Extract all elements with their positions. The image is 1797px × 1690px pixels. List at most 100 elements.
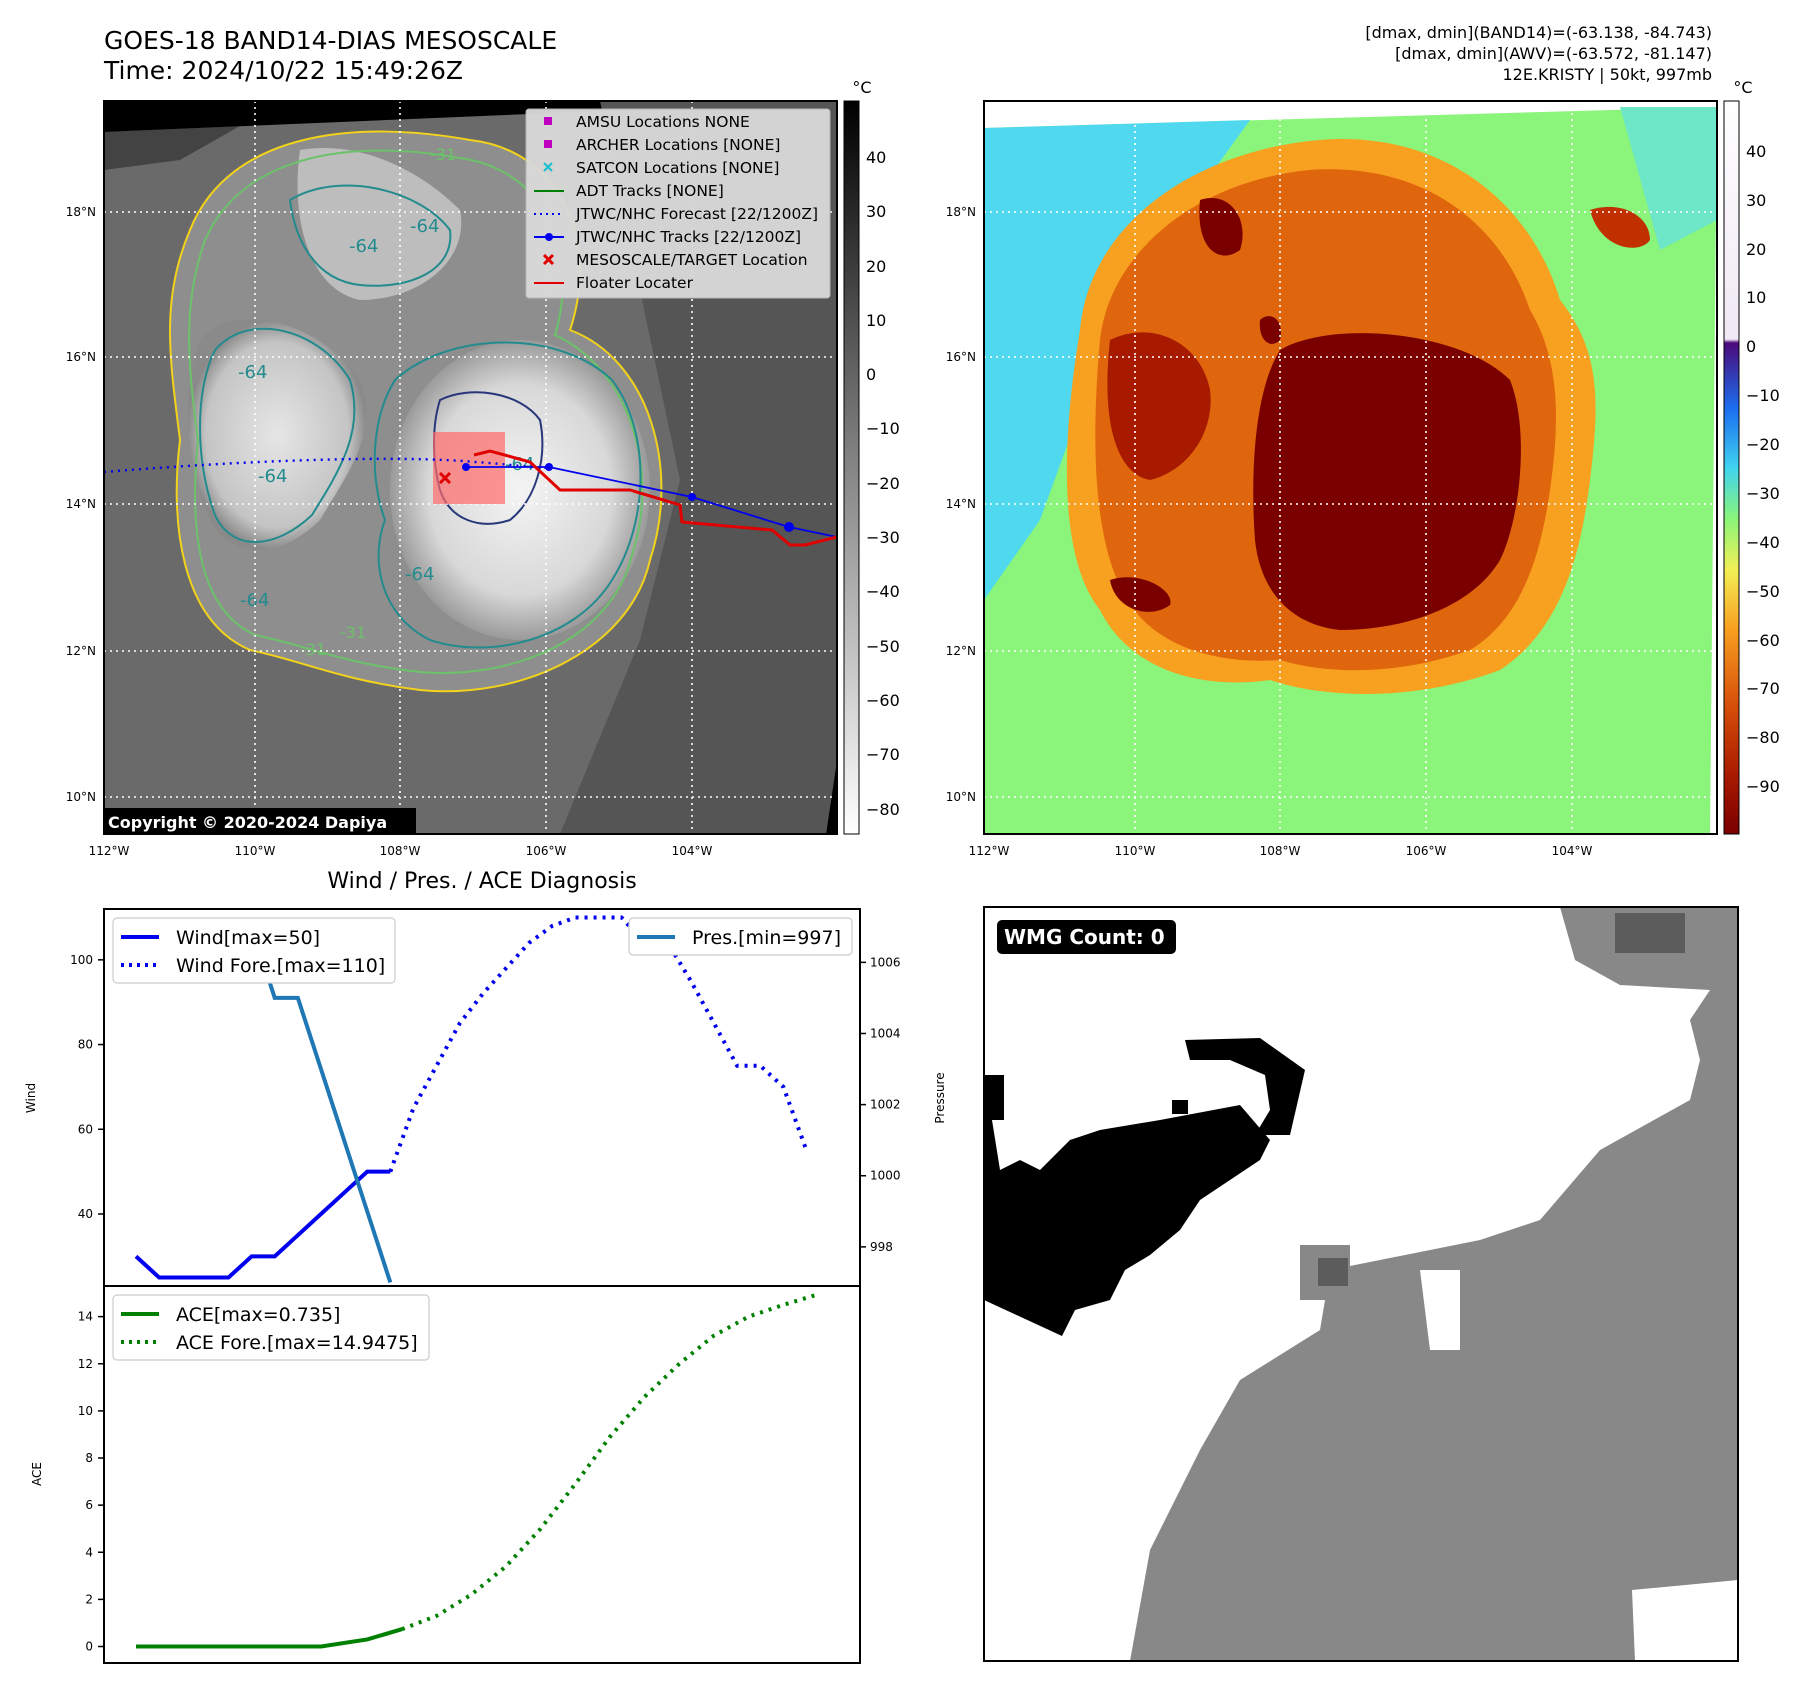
colorbar-tick: 10 <box>1746 288 1766 307</box>
legend-target-marker <box>542 253 555 266</box>
pressure-y-ticks: 1006 1004 1002 1000 998 <box>860 955 901 1254</box>
colorbar-tick: −20 <box>866 474 900 493</box>
ace-y-tick: 10 <box>78 1404 93 1418</box>
dias-gridlines <box>984 101 1717 834</box>
wind-forecast-legend-label: Wind Fore.[max=110] <box>176 955 385 977</box>
color-colorbar-ticks: 40 30 20 10 0 −10 −20 −30 −40 −50 −60 −7… <box>1746 142 1780 796</box>
left-lon-ticks: 112°W 110°W 108°W 106°W 104°W <box>89 844 713 858</box>
wind-y-tick: 100 <box>70 953 93 967</box>
title-time: Time: 2024/10/22 15:49:26Z <box>104 56 463 85</box>
contour-green <box>188 149 644 674</box>
colorbar-tick: −80 <box>866 800 900 819</box>
colorbar-tick: 0 <box>866 365 876 384</box>
ace-y-tick: 6 <box>85 1498 93 1512</box>
stats-awv: [dmax, dmin](AWV)=(-63.572, -81.147) <box>1395 44 1712 63</box>
wmg-frame <box>983 906 1739 1662</box>
ace-y-tick: 4 <box>85 1545 93 1559</box>
floater-track <box>473 449 837 547</box>
pressure-y-tick: 1004 <box>870 1026 901 1040</box>
legend-amsu-marker <box>544 117 552 125</box>
wind-legend-box <box>112 917 396 984</box>
colorbar-tick: −30 <box>866 528 900 547</box>
legend-satcon-marker <box>543 162 553 172</box>
ace-forecast-line <box>401 1292 819 1632</box>
lat-tick: 10°N <box>66 790 96 804</box>
target-marker <box>438 471 452 485</box>
lon-tick: 108°W <box>380 844 421 858</box>
contour-teal-west <box>199 327 356 543</box>
colorbar-tick: −30 <box>1746 484 1780 503</box>
contour-label: -31 <box>300 640 326 659</box>
right-lon-ticks: 112°W 110°W 108°W 106°W 104°W <box>969 844 1593 858</box>
lat-tick: 18°N <box>66 205 96 219</box>
lon-tick: 106°W <box>526 844 567 858</box>
colorbar-tick: −20 <box>1746 435 1780 454</box>
lat-tick: 12°N <box>946 644 976 658</box>
pressure-y-tick: 998 <box>870 1240 893 1254</box>
dias-map-frame <box>983 100 1718 835</box>
title-product: GOES-18 BAND14-DIAS MESOSCALE <box>104 26 558 55</box>
colorbar-tick: −90 <box>1746 777 1780 796</box>
diagnosis-title: Wind / Pres. / ACE Diagnosis <box>327 869 636 894</box>
pressure-y-tick: 1006 <box>870 955 901 969</box>
left-lat-ticks: 18°N 16°N 14°N 12°N 10°N <box>66 205 96 804</box>
figure-stats: [dmax, dmin](BAND14)=(-63.138, -84.743) … <box>1365 22 1712 85</box>
contour-labels-31: -31 -31 -31 <box>300 145 456 659</box>
ace-axis-label: ACE <box>30 1462 44 1486</box>
contour-yellow <box>169 130 663 693</box>
stats-storm: 12E.KRISTY | 50kt, 997mb <box>1502 65 1713 84</box>
dias-color-map: 18°N 16°N 14°N 12°N 10°N 112°W 110°W 108… <box>946 78 1780 858</box>
colorbar-tick: −70 <box>1746 679 1780 698</box>
ace-y-tick: 0 <box>85 1640 93 1654</box>
lat-tick: 12°N <box>66 644 96 658</box>
colorbar-tick: −70 <box>866 745 900 764</box>
legend-box <box>525 108 831 299</box>
gray-colorbar-ticks: 40 30 20 10 0 −10 −20 −30 −40 −50 −60 −7… <box>866 148 900 819</box>
ace-legend-box <box>112 1294 430 1361</box>
wind-y-ticks: 100 80 60 40 <box>70 953 104 1221</box>
figure-title: GOES-18 BAND14-DIAS MESOSCALE Time: 2024… <box>104 26 557 86</box>
colorbar-tick: −80 <box>1746 728 1780 747</box>
stats-band14: [dmax, dmin](BAND14)=(-63.138, -84.743) <box>1365 23 1712 42</box>
ace-y-tick: 8 <box>85 1451 93 1465</box>
pressure-y-tick: 1002 <box>870 1098 901 1112</box>
lon-tick: 104°W <box>1552 844 1593 858</box>
right-lat-ticks: 18°N 16°N 14°N 12°N 10°N <box>946 205 976 804</box>
contour-teal-north <box>288 184 452 287</box>
wind-axis-label: Wind <box>24 1083 38 1113</box>
legend-adt: ADT Tracks [NONE] <box>576 182 724 200</box>
ace-series <box>136 1292 819 1649</box>
colorbar-tick: −10 <box>866 419 900 438</box>
wind-forecast-line <box>388 915 809 1173</box>
gray-colorbar <box>843 100 860 835</box>
contour-label: -64 <box>410 216 439 237</box>
contour-label: -64 <box>258 466 287 487</box>
lon-tick: 108°W <box>1260 844 1301 858</box>
colorbar-tick: −60 <box>866 691 900 710</box>
lon-tick: 112°W <box>969 844 1010 858</box>
colorbar-unit: °C <box>1733 78 1752 97</box>
wind-y-tick: 40 <box>78 1207 93 1221</box>
ir-satellite-map: -64 -64 -64 -64 -64 -64 -64 -31 -31 -31 <box>66 78 900 858</box>
legend-tracks-dot <box>545 233 553 241</box>
colorbar-tick: 40 <box>866 148 886 167</box>
legend-archer-marker <box>544 140 552 148</box>
storm-tracks <box>104 449 837 547</box>
lon-tick: 110°W <box>235 844 276 858</box>
wind-y-tick: 60 <box>78 1122 93 1136</box>
wmg-mask <box>984 907 1738 1661</box>
lat-tick: 14°N <box>66 497 96 511</box>
ace-chart: 14 12 10 8 6 4 2 0 ACE ACE[max=0.735] ACE Fore.… <box>30 1285 861 1664</box>
ace-y-tick: 2 <box>85 1592 93 1606</box>
lon-tick: 104°W <box>672 844 713 858</box>
wind-line <box>134 1169 391 1280</box>
legend-satcon: SATCON Locations [NONE] <box>576 159 779 177</box>
pressure-legend-box <box>628 917 853 956</box>
lon-tick: 106°W <box>1406 844 1447 858</box>
legend-entries: AMSU Locations NONE ARCHER Locations [NO… <box>534 113 818 292</box>
colorbar-tick: 0 <box>1746 337 1756 356</box>
pressure-axis-label: Pressure <box>933 1072 947 1123</box>
colorbar-tick: −10 <box>1746 386 1780 405</box>
contour-label: -64 <box>349 236 378 257</box>
